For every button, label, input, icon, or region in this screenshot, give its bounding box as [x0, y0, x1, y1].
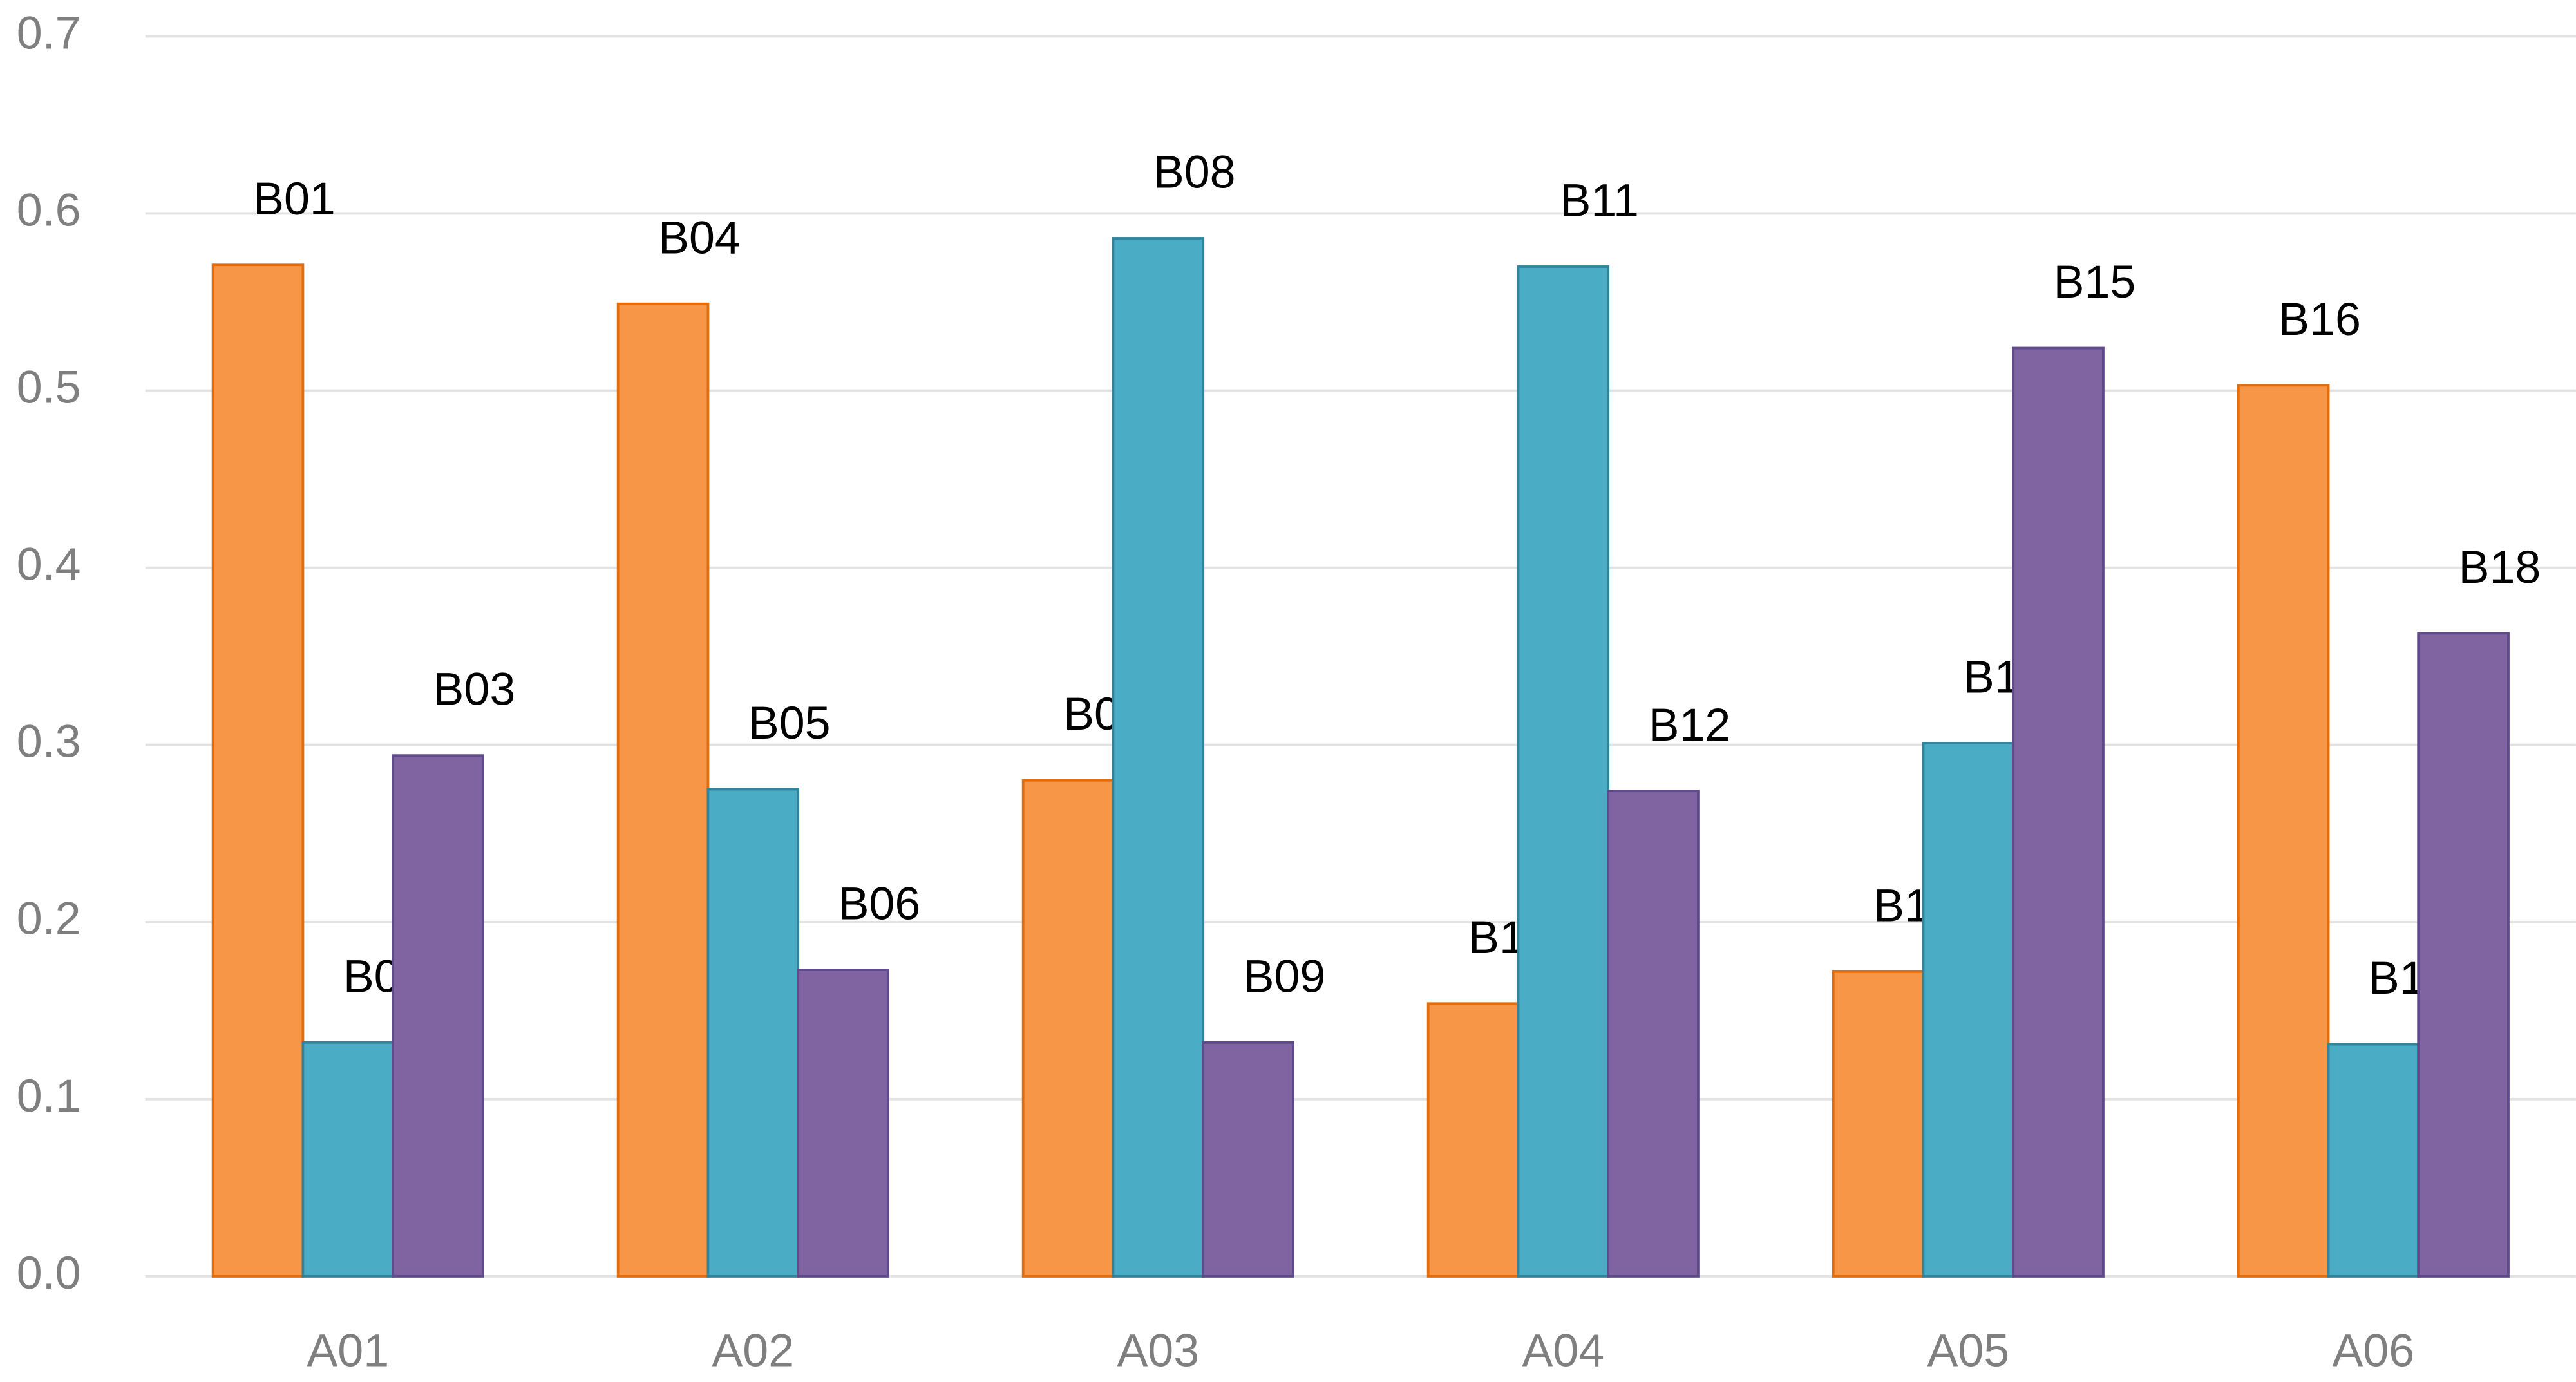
bar-label: B01: [253, 173, 336, 225]
bar: [1112, 237, 1205, 1278]
bar-label: B11: [1560, 175, 1639, 227]
bar: [1426, 1002, 1520, 1278]
bar-label: B06: [838, 878, 921, 930]
bar-label: B08: [1153, 147, 1236, 198]
bar-label: B09: [1244, 951, 1326, 1002]
x-tick-label: A03: [1117, 1325, 1199, 1376]
bar: [1517, 265, 1610, 1278]
bar-label: B05: [748, 697, 831, 749]
bar: [1021, 779, 1115, 1278]
bar-label: B04: [658, 212, 741, 263]
bar: [392, 754, 484, 1278]
bar: [616, 302, 710, 1278]
bar: [1202, 1041, 1294, 1278]
bar: [2237, 384, 2330, 1278]
y-tick-label: 0.7: [17, 7, 81, 59]
bar: [2327, 1043, 2420, 1278]
y-tick-label: 0.1: [17, 1070, 81, 1122]
bar: [797, 969, 889, 1278]
x-tick-label: A01: [307, 1325, 389, 1376]
bar-label: B03: [433, 664, 516, 715]
y-tick-label: 0.2: [17, 893, 81, 945]
bar-label: B15: [2054, 256, 2136, 308]
bar: [2012, 346, 2105, 1278]
bar-label: B16: [2278, 294, 2361, 345]
bar: [211, 263, 305, 1278]
x-tick-label: A02: [712, 1325, 794, 1376]
bar: [301, 1041, 395, 1278]
x-tick-label: A05: [1927, 1325, 2009, 1376]
bar: [706, 788, 800, 1278]
x-tick-label: A06: [2332, 1325, 2414, 1376]
bar-label: B12: [1649, 699, 1731, 751]
bar-label: B18: [2459, 542, 2541, 593]
bar: [1607, 790, 1700, 1278]
y-tick-label: 0.6: [17, 184, 81, 236]
y-tick-label: 0.4: [17, 539, 81, 591]
y-tick-label: 0.5: [17, 362, 81, 413]
bar: [1832, 970, 1925, 1278]
bar: [1922, 742, 2015, 1278]
bar: [2417, 632, 2510, 1278]
x-tick-label: A04: [1522, 1325, 1604, 1376]
y-tick-label: 0.3: [17, 716, 81, 768]
y-tick-label: 0.0: [17, 1247, 81, 1299]
